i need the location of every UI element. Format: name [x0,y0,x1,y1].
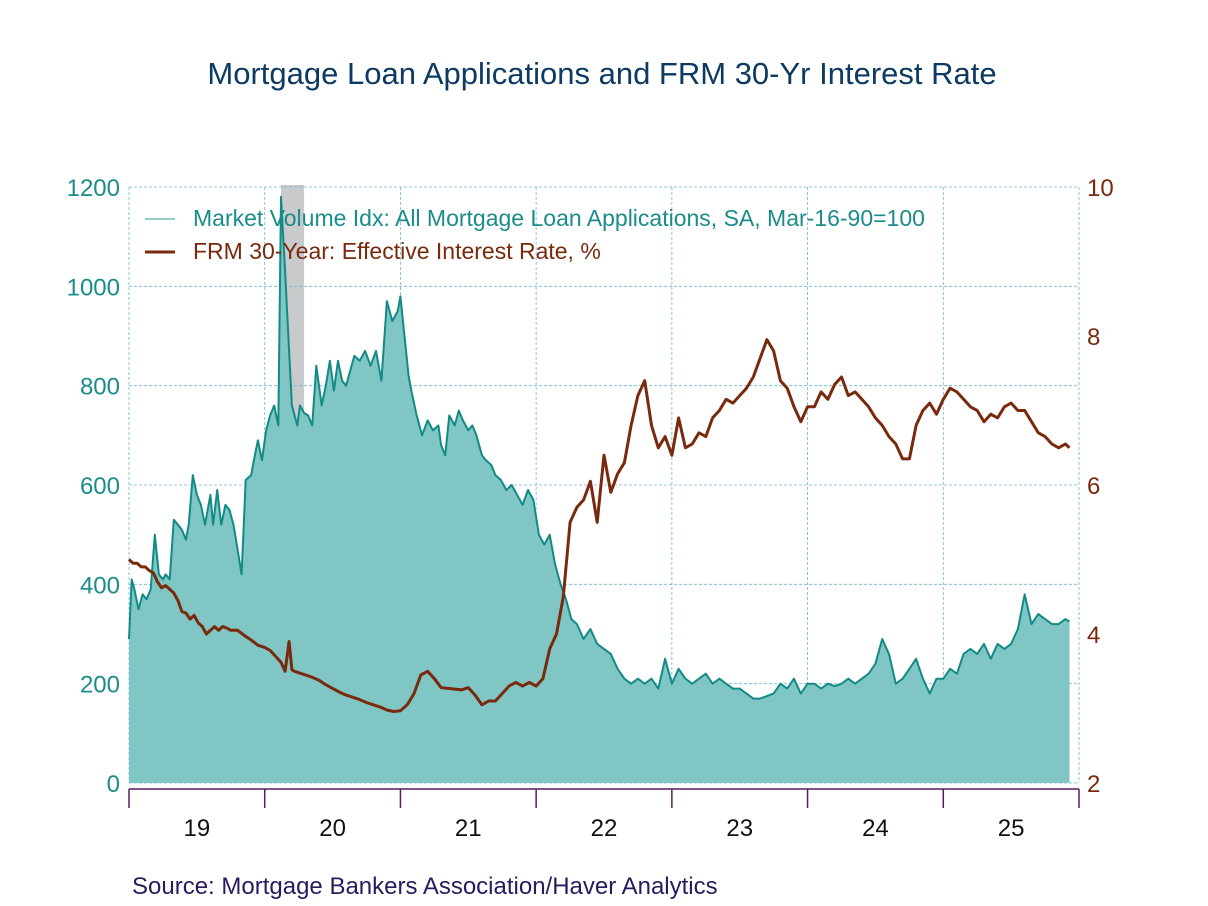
left-tick-label: 600 [80,473,120,500]
right-tick-label: 10 [1087,175,1114,202]
right-tick-label: 6 [1087,473,1100,500]
x-tick-label: 23 [726,815,753,842]
left-tick-label: 200 [80,672,120,699]
x-tick-label: 25 [998,815,1025,842]
left-tick-label: 1200 [67,175,120,202]
left-tick-label: 1000 [67,274,120,301]
right-tick-label: 4 [1087,622,1100,649]
left-tick-label: 400 [80,572,120,599]
volume-fill [129,196,1070,783]
x-tick-label: 24 [862,815,889,842]
left-tick-label: 0 [107,771,120,798]
legend: Market Volume Idx: All Mortgage Loan App… [145,205,925,264]
right-tick-label: 8 [1087,324,1100,351]
frm-rate-line [127,338,1071,713]
x-tick-label: 20 [319,815,346,842]
x-tick-label: 19 [184,815,211,842]
legend-label-rate: FRM 30-Year: Effective Interest Rate, % [193,238,601,264]
market-volume-area [128,195,1071,783]
x-tick-label: 21 [455,815,482,842]
legend-label-volume: Market Volume Idx: All Mortgage Loan App… [193,205,925,231]
right-tick-label: 2 [1087,771,1100,798]
x-tick-label: 22 [591,815,618,842]
volume-line [128,195,1071,700]
source-note: Source: Mortgage Bankers Association/Hav… [132,873,718,900]
rate-line [127,338,1071,713]
left-tick-label: 800 [80,374,120,401]
chart-title: Mortgage Loan Applications and FRM 30-Yr… [207,56,996,91]
